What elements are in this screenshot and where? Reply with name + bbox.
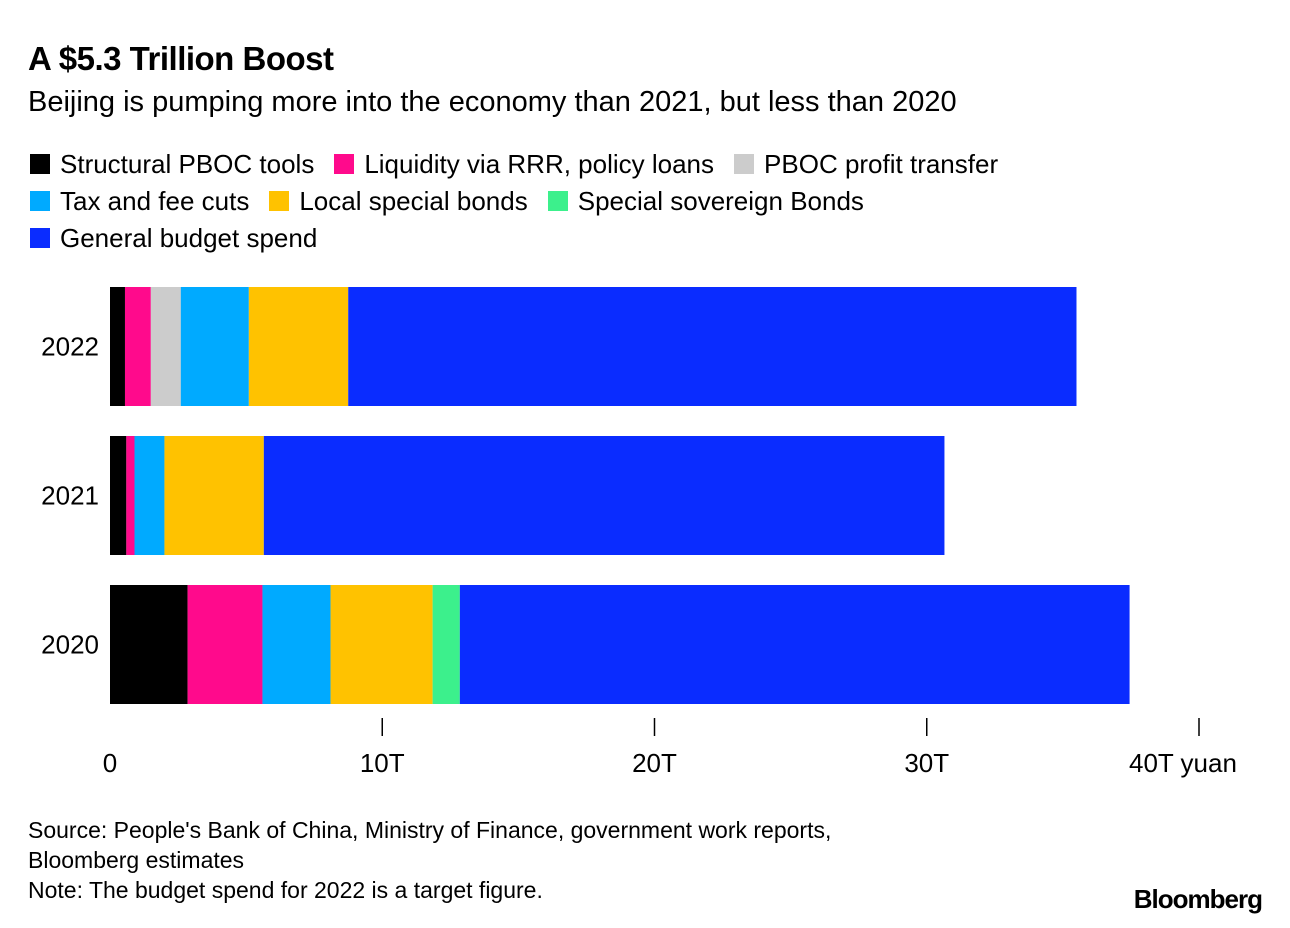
bloomberg-logo: Bloomberg [1133,884,1263,914]
bar-segment [348,287,1077,406]
legend-label: General budget spend [60,223,318,253]
bar-segment [432,585,460,704]
bar-segment [126,436,135,555]
legend-swatch [547,191,568,211]
bar-segment [110,436,127,555]
legend-swatch [30,191,50,211]
legend-item: Liquidity via RRR, policy loans [334,146,714,182]
legend-swatch [30,154,50,174]
x-tick-label: 0 [103,748,117,778]
chart-title: A $5.3 Trillion Boost [28,40,334,77]
legend-label: Tax and fee cuts [60,186,250,216]
bar-segment [263,436,945,555]
x-tick-label: 30T [904,748,949,778]
note-line: Note: The budget spend for 2022 is a tar… [28,877,543,903]
legend-label: PBOC profit transfer [764,149,999,179]
source-line-2: Bloomberg estimates [28,847,245,873]
bar-segment [248,287,349,406]
x-tick-label: 10T [360,748,405,778]
category-label: 2020 [41,630,99,660]
x-tick-label: 40T yuan [1129,748,1237,778]
legend-item: General budget spend [30,220,317,256]
bar-segment [150,287,181,406]
bar-segment [330,585,433,704]
source-line-1: Source: People's Bank of China, Ministry… [28,817,832,843]
legend-row: Structural PBOC tools Liquidity via RRR, … [30,146,1180,183]
bar-segment [110,287,125,406]
legend-item: Tax and fee cuts [30,183,249,219]
legend-row: Tax and fee cuts Local special bonds Speci… [30,183,1180,220]
bar-segment [134,436,165,555]
bar-segment [164,436,264,555]
bar-segment [459,585,1130,704]
legend-item: Special sovereign Bonds [547,183,864,219]
bar-chart: 2022 2021 2020 0 10T 20T 30T 40T yuan [41,287,1237,778]
x-tick-label: 20T [632,748,677,778]
bar-segment [262,585,331,704]
bar-segment [124,287,151,406]
legend-item: PBOC profit transfer [734,146,998,182]
legend-row: General budget spend [30,220,1180,257]
source-note: Source: People's Bank of China, Ministry… [28,815,831,905]
legend-label: Local special bonds [299,186,528,216]
legend-swatch [269,191,290,211]
legend-item: Structural PBOC tools [30,146,314,182]
legend-swatch [30,228,50,248]
category-label: 2021 [41,481,99,511]
chart-subtitle: Beijing is pumping more into the economy… [28,86,957,118]
legend-label: Liquidity via RRR, policy loans [364,149,715,179]
bar-segment [187,585,263,704]
legend: Structural PBOC tools Liquidity via RRR, … [30,146,1180,257]
legend-label: Special sovereign Bonds [577,186,864,216]
legend-item: Local special bonds [269,183,528,219]
category-label: 2022 [41,332,99,362]
bar-segment [110,585,188,704]
legend-label: Structural PBOC tools [60,149,315,179]
bar-segment [180,287,249,406]
legend-swatch [334,154,355,174]
legend-swatch [734,154,755,174]
